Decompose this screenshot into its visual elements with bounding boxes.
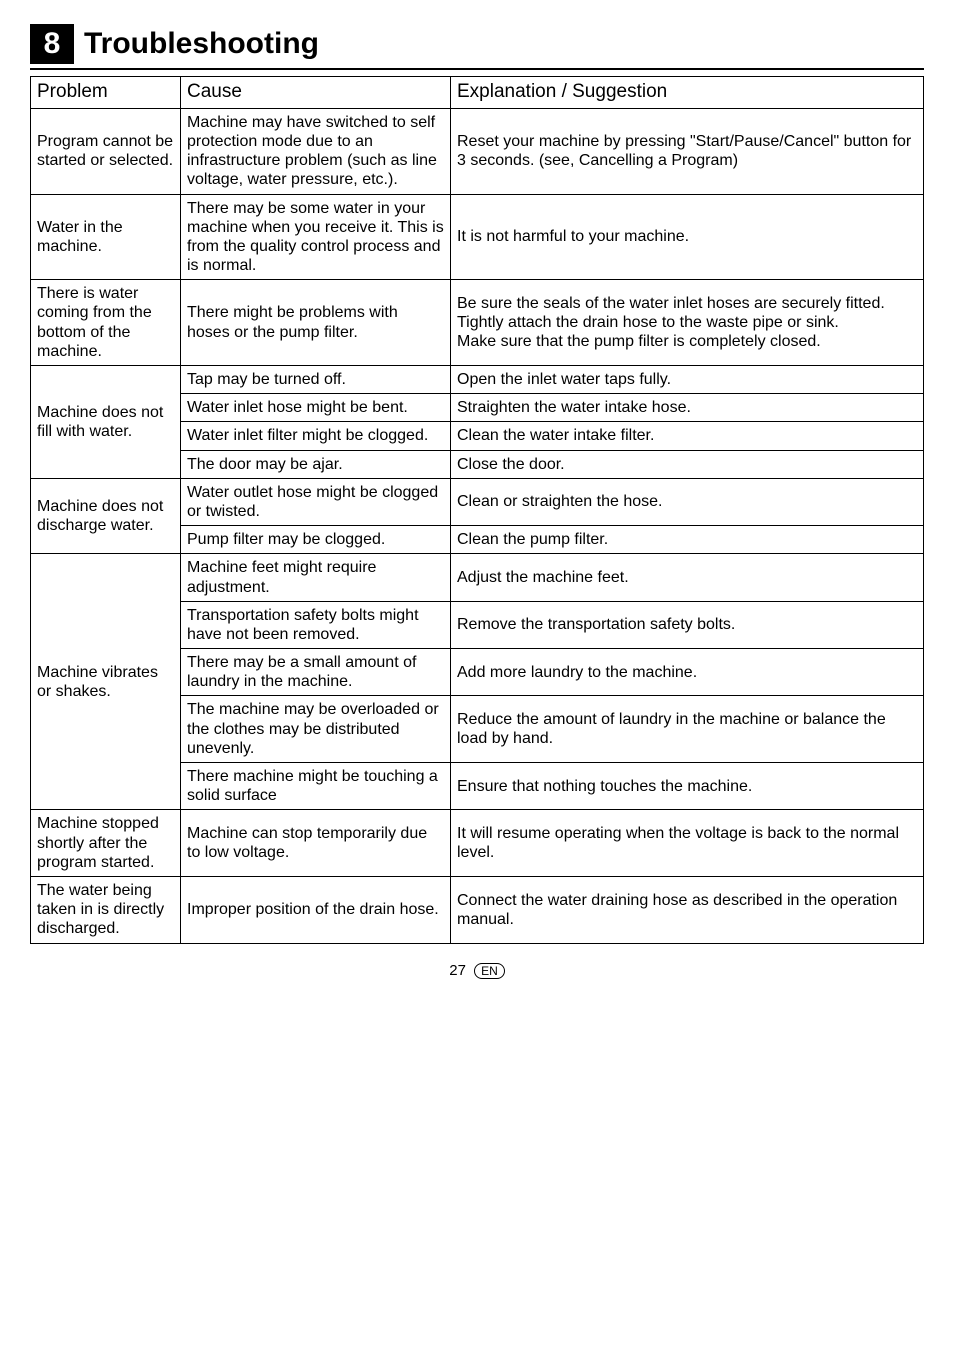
troubleshooting-table: Problem Cause Explanation / Suggestion P… [30, 76, 924, 944]
cell-cause: Water outlet hose might be clogged or tw… [181, 478, 451, 525]
cell-explanation: Connect the water draining hose as descr… [451, 876, 924, 943]
cell-cause: There may be some water in your machine … [181, 194, 451, 280]
page-number: 27 [449, 962, 466, 979]
cell-explanation: Straighten the water intake hose. [451, 394, 924, 422]
cell-cause: Water inlet hose might be bent. [181, 394, 451, 422]
cell-explanation: It will resume operating when the voltag… [451, 810, 924, 877]
cell-explanation: Ensure that nothing touches the machine. [451, 763, 924, 810]
table-row: Machine does not discharge water.Water o… [31, 478, 924, 525]
cell-explanation: Open the inlet water taps fully. [451, 366, 924, 394]
cell-cause: Transportation safety bolts might have n… [181, 601, 451, 648]
cell-problem: Machine does not fill with water. [31, 366, 181, 479]
cell-explanation: Be sure the seals of the water inlet hos… [451, 280, 924, 366]
cell-problem: There is water coming from the bottom of… [31, 280, 181, 366]
cell-explanation: Reset your machine by pressing "Start/Pa… [451, 108, 924, 194]
page-footer: 27 EN [30, 962, 924, 979]
cell-cause: Water inlet filter might be clogged. [181, 422, 451, 450]
chapter-title: Troubleshooting [84, 27, 319, 61]
cell-cause: There might be problems with hoses or th… [181, 280, 451, 366]
cell-cause: Tap may be turned off. [181, 366, 451, 394]
cell-cause: Pump filter may be clogged. [181, 526, 451, 554]
cell-problem: Machine vibrates or shakes. [31, 554, 181, 810]
cell-explanation: Close the door. [451, 450, 924, 478]
cell-explanation: Clean the water intake filter. [451, 422, 924, 450]
cell-explanation: Clean or straighten the hose. [451, 478, 924, 525]
cell-explanation: Clean the pump filter. [451, 526, 924, 554]
cell-explanation: Add more laundry to the machine. [451, 649, 924, 696]
cell-problem: Machine stopped shortly after the progra… [31, 810, 181, 877]
cell-explanation: Remove the transportation safety bolts. [451, 601, 924, 648]
header-cause: Cause [181, 77, 451, 109]
table-row: Program cannot be started or selected.Ma… [31, 108, 924, 194]
chapter-heading: 8 Troubleshooting [30, 24, 924, 70]
table-row: The water being taken in is directly dis… [31, 876, 924, 943]
cell-cause: There machine might be touching a solid … [181, 763, 451, 810]
cell-cause: Machine feet might require adjustment. [181, 554, 451, 601]
cell-explanation: Adjust the machine feet. [451, 554, 924, 601]
table-header-row: Problem Cause Explanation / Suggestion [31, 77, 924, 109]
cell-cause: The machine may be overloaded or the clo… [181, 696, 451, 763]
cell-explanation: Reduce the amount of laundry in the mach… [451, 696, 924, 763]
cell-cause: The door may be ajar. [181, 450, 451, 478]
cell-cause: Machine may have switched to self protec… [181, 108, 451, 194]
cell-cause: Machine can stop temporarily due to low … [181, 810, 451, 877]
cell-explanation: It is not harmful to your machine. [451, 194, 924, 280]
cell-problem: Program cannot be started or selected. [31, 108, 181, 194]
table-row: There is water coming from the bottom of… [31, 280, 924, 366]
table-row: Machine does not fill with water.Tap may… [31, 366, 924, 394]
cell-problem: The water being taken in is directly dis… [31, 876, 181, 943]
table-row: Machine stopped shortly after the progra… [31, 810, 924, 877]
cell-problem: Machine does not discharge water. [31, 478, 181, 554]
header-problem: Problem [31, 77, 181, 109]
lang-badge: EN [474, 963, 505, 979]
cell-problem: Water in the machine. [31, 194, 181, 280]
table-row: Water in the machine.There may be some w… [31, 194, 924, 280]
chapter-number: 8 [30, 24, 74, 64]
cell-cause: There may be a small amount of laundry i… [181, 649, 451, 696]
header-explanation: Explanation / Suggestion [451, 77, 924, 109]
table-row: Machine vibrates or shakes.Machine feet … [31, 554, 924, 601]
cell-cause: Improper position of the drain hose. [181, 876, 451, 943]
